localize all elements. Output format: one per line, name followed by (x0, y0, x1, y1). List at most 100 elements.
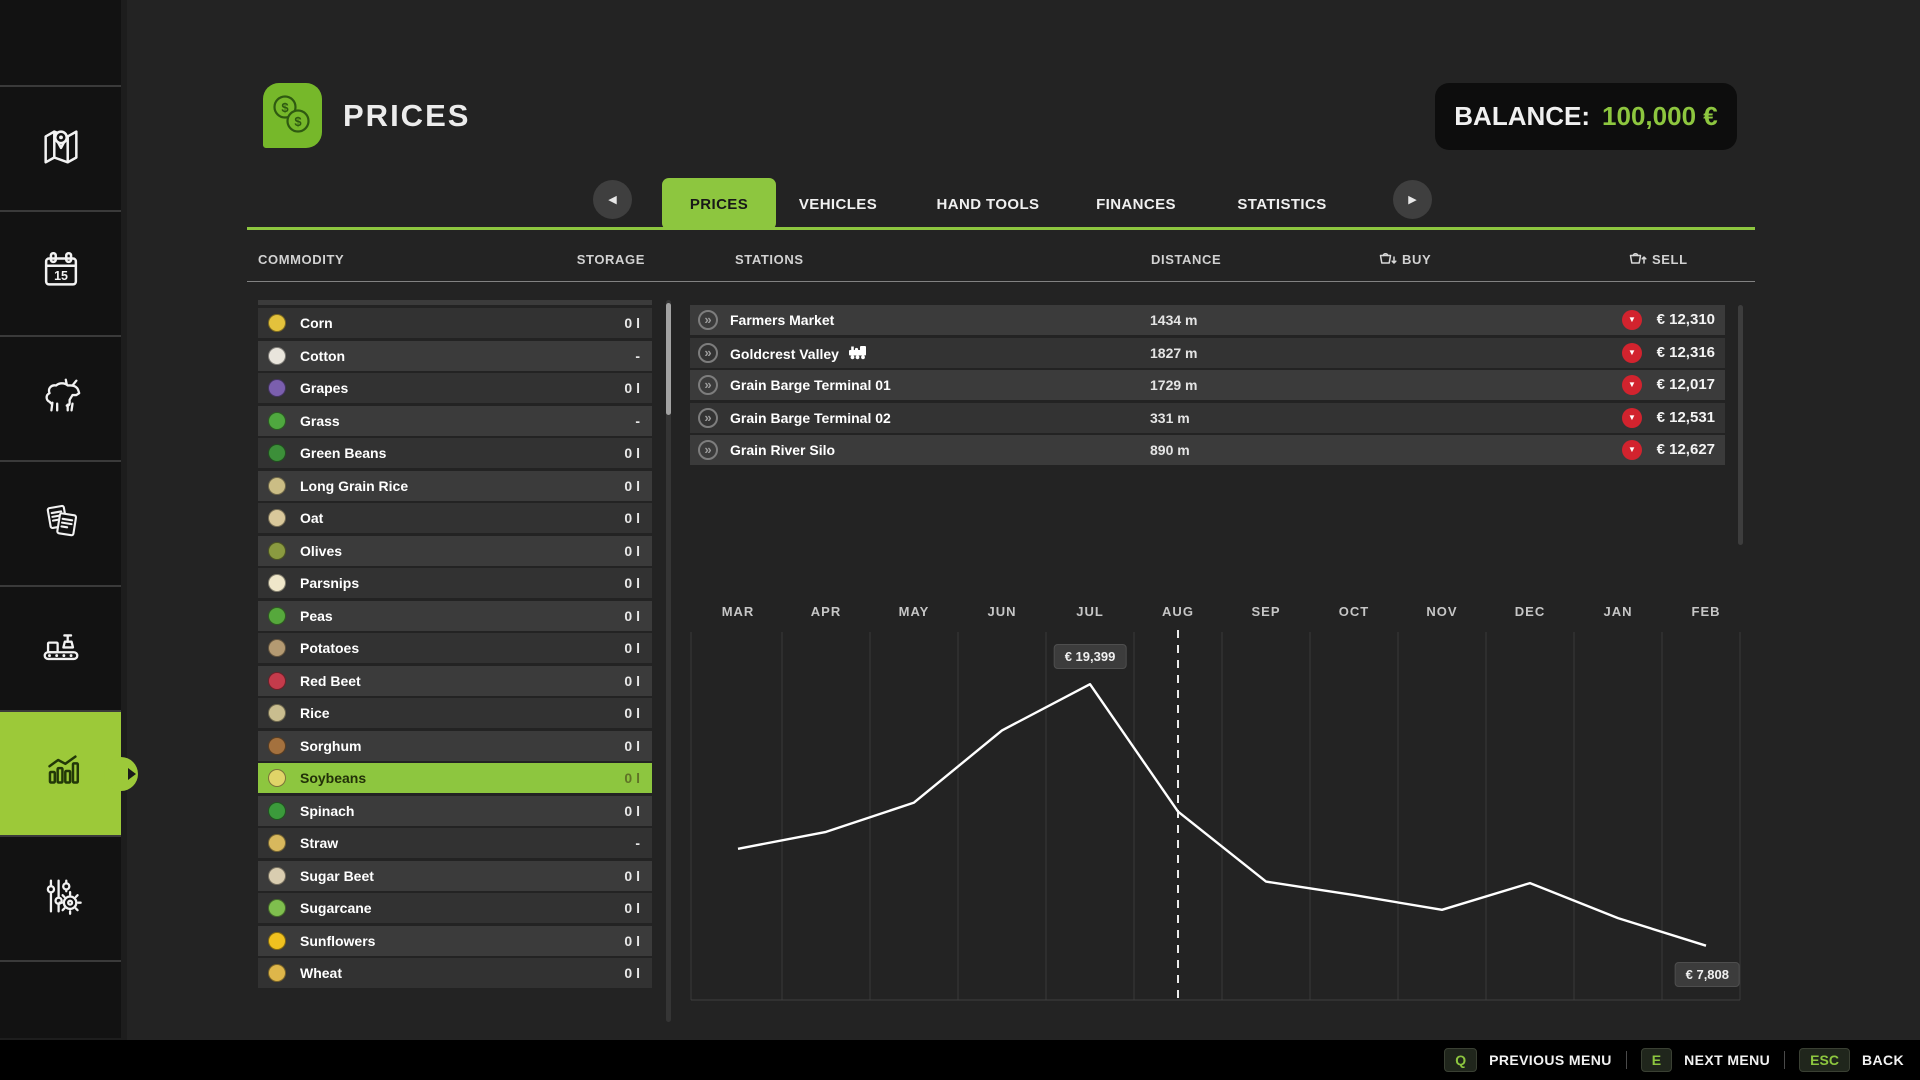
sidebar-item-calendar[interactable]: 15 (0, 210, 121, 335)
tab-underline (247, 227, 1755, 230)
station-row-farmers-market[interactable]: » Farmers Market 1434 m ▼ € 12,310 (690, 305, 1725, 335)
goto-station-icon[interactable]: » (698, 440, 718, 460)
sidebar: 15 (0, 0, 138, 1040)
latest-price-tooltip: € 7,808 (1674, 961, 1740, 987)
station-row-grain-barge-terminal-02[interactable]: » Grain Barge Terminal 02 331 m ▼ € 12,531 (690, 402, 1725, 433)
page-title: PRICES (343, 98, 471, 133)
sidebar-item-animals[interactable] (0, 335, 121, 460)
commodity-row-straw[interactable]: Straw - (258, 828, 652, 858)
commodity-row-corn[interactable]: Corn 0 l (258, 308, 652, 338)
commodity-name: Sorghum (300, 737, 362, 754)
wheat-icon (268, 964, 286, 982)
commodity-storage: 0 l (624, 607, 640, 624)
commodity-name: Wheat (300, 965, 342, 981)
station-row-goldcrest-valley[interactable]: » Goldcrest Valley 1827 m ▼ € 12,316 (690, 337, 1725, 368)
sidebar-item-production[interactable] (0, 585, 121, 710)
commodity-row-sorghum[interactable]: Sorghum 0 l (258, 730, 652, 761)
commodity-row-parsnips[interactable]: Parsnips 0 l (258, 568, 652, 598)
tab-finances[interactable]: FINANCES (1096, 195, 1176, 213)
grass-icon (268, 411, 286, 430)
calendar-icon: 15 (38, 248, 84, 299)
sugarcane-icon (268, 899, 286, 917)
commodity-row-oat[interactable]: Oat 0 l (258, 503, 652, 533)
sugar-beet-icon (268, 866, 286, 885)
commodity-row-green-beans[interactable]: Green Beans 0 l (258, 438, 652, 468)
commodity-row-potatoes[interactable]: Potatoes 0 l (258, 633, 652, 663)
svg-text:$: $ (281, 100, 289, 115)
map-icon (38, 123, 84, 174)
commodity-row-cotton[interactable]: Cotton - (258, 340, 652, 371)
commodity-row-grapes[interactable]: Grapes 0 l (258, 373, 652, 403)
commodity-row-sugarcane[interactable]: Sugarcane 0 l (258, 893, 652, 923)
commodity-storage: 0 l (624, 770, 640, 786)
station-row-grain-river-silo[interactable]: » Grain River Silo 890 m ▼ € 12,627 (690, 435, 1725, 465)
station-name: Grain Barge Terminal 01 (730, 377, 891, 393)
price-trend-down-icon: ▼ (1622, 440, 1642, 460)
svg-text:$: $ (294, 114, 302, 129)
commodity-row-red-beet[interactable]: Red Beet 0 l (258, 665, 652, 696)
goto-station-icon[interactable]: » (698, 342, 718, 363)
commodity-name: Corn (300, 315, 333, 331)
tab-hand-tools[interactable]: HAND TOOLS (936, 195, 1040, 213)
spinach-icon (268, 801, 286, 820)
station-sell-price: € 12,316 (1656, 343, 1715, 361)
tab-prices[interactable]: PRICES (662, 178, 776, 230)
active-tab-arrow-icon (128, 767, 136, 780)
commodity-row-spinach[interactable]: Spinach 0 l (258, 795, 652, 826)
settings-icon (38, 873, 84, 924)
basket-down-icon (1378, 249, 1398, 273)
month-label-jun: JUN (987, 604, 1016, 619)
station-distance: 1434 m (1150, 312, 1198, 328)
red-beet-icon (268, 671, 286, 690)
sidebar-item-settings[interactable] (0, 835, 121, 960)
month-label-jan: JAN (1603, 604, 1632, 619)
sidebar-item-statistics[interactable] (0, 710, 138, 835)
key-badge: E (1640, 1048, 1673, 1072)
commodity-storage: 0 l (624, 315, 640, 331)
chevron-right-icon[interactable]: ▶ (1393, 180, 1432, 219)
key-hint-next-menu[interactable]: E NEXT MENU (1640, 1048, 1771, 1072)
commodity-row-sugar-beet[interactable]: Sugar Beet 0 l (258, 860, 652, 891)
month-label-sep: SEP (1251, 604, 1280, 619)
sidebar-spacer (0, 960, 121, 1038)
commodity-storage: 0 l (624, 705, 640, 721)
commodity-storage: 0 l (624, 900, 640, 916)
commodity-scrollbar-thumb[interactable] (666, 303, 671, 415)
sidebar-item-map[interactable] (0, 85, 121, 210)
peas-icon (268, 606, 286, 625)
hint-label: NEXT MENU (1684, 1052, 1771, 1068)
commodity-storage: 0 l (624, 510, 640, 526)
station-sell-price: € 12,627 (1656, 441, 1715, 458)
commodity-row-sunflowers[interactable]: Sunflowers 0 l (258, 925, 652, 956)
tab-vehicles[interactable]: VEHICLES (798, 195, 878, 213)
commodity-row-wheat[interactable]: Wheat 0 l (258, 958, 652, 988)
commodity-storage: 0 l (624, 542, 640, 559)
contracts-icon (38, 498, 84, 549)
commodity-row-peas[interactable]: Peas 0 l (258, 600, 652, 631)
goto-station-icon[interactable]: » (698, 375, 718, 395)
hint-label: BACK (1861, 1052, 1904, 1068)
goto-station-icon[interactable]: » (698, 310, 718, 330)
commodity-name: Oat (300, 510, 324, 526)
animals-icon (38, 373, 84, 424)
commodity-row-olives[interactable]: Olives 0 l (258, 535, 652, 566)
month-label-nov: NOV (1426, 604, 1457, 619)
sidebar-item-contracts[interactable] (0, 460, 121, 585)
station-row-grain-barge-terminal-01[interactable]: » Grain Barge Terminal 01 1729 m ▼ € 12,017 (690, 370, 1725, 400)
goto-station-icon[interactable]: » (698, 407, 718, 428)
parsnips-icon (268, 574, 286, 592)
commodity-list: Corn 0 l Cotton - Grapes 0 l Grass - Green Beans… (258, 300, 655, 1022)
tab-statistics[interactable]: STATISTICS (1237, 195, 1327, 213)
key-badge: ESC (1799, 1048, 1850, 1072)
commodity-row-soybeans[interactable]: Soybeans 0 l (258, 763, 652, 793)
key-hint-previous-menu[interactable]: Q PREVIOUS MENU (1444, 1048, 1612, 1072)
station-scrollbar[interactable] (1738, 305, 1743, 545)
soybeans-icon (268, 769, 286, 787)
commodity-row-rice[interactable]: Rice 0 l (258, 698, 652, 728)
commodity-storage: 0 l (624, 737, 640, 754)
commodity-scrollbar-track[interactable] (666, 300, 671, 1022)
commodity-row-grass[interactable]: Grass - (258, 405, 652, 436)
commodity-row-long-grain-rice[interactable]: Long Grain Rice 0 l (258, 470, 652, 501)
chevron-left-icon[interactable]: ◀ (593, 180, 632, 219)
key-hint-back[interactable]: ESC BACK (1799, 1048, 1904, 1072)
